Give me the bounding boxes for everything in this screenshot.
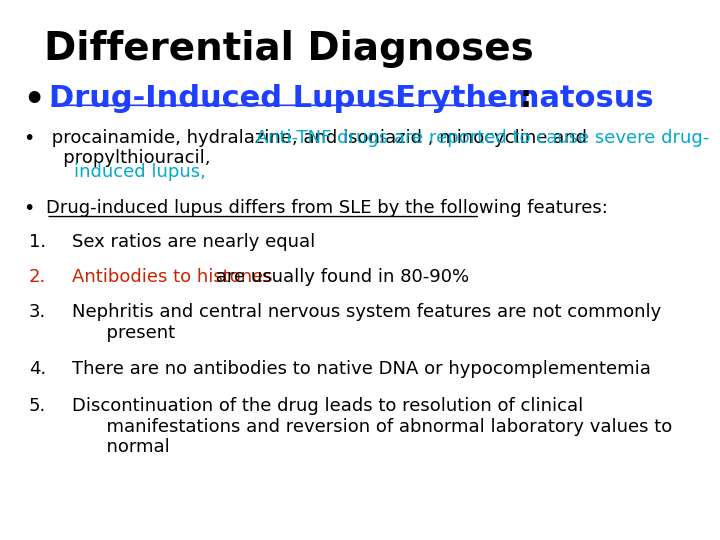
Text: •: • [23, 199, 35, 218]
Text: Anti-TNF drugs are reported to cause severe drug-: Anti-TNF drugs are reported to cause sev… [250, 129, 709, 146]
Text: 3.: 3. [29, 303, 46, 321]
Text: :: : [519, 84, 531, 113]
Text: induced lupus,: induced lupus, [74, 163, 206, 180]
Text: 1.: 1. [29, 233, 46, 251]
Text: Nephritis and central nervous system features are not commonly
      present: Nephritis and central nervous system fea… [72, 303, 662, 342]
Text: Discontinuation of the drug leads to resolution of clinical
      manifestations: Discontinuation of the drug leads to res… [72, 397, 672, 456]
Text: 5.: 5. [29, 397, 46, 415]
Text: There are no antibodies to native DNA or hypocomplementemia: There are no antibodies to native DNA or… [72, 360, 651, 378]
Text: Drug-induced lupus differs from SLE by the following features:: Drug-induced lupus differs from SLE by t… [46, 199, 608, 217]
Text: 4.: 4. [29, 360, 46, 378]
Text: procainamide, hydralazine, and isoniazid , minocycline and
   propylthiouracil,: procainamide, hydralazine, and isoniazid… [46, 129, 588, 167]
Text: are usually found in 80-90%: are usually found in 80-90% [210, 268, 469, 286]
Text: •: • [23, 129, 35, 147]
Text: Differential Diagnoses: Differential Diagnoses [44, 30, 534, 68]
Text: Antibodies to histones: Antibodies to histones [72, 268, 273, 286]
Text: 2.: 2. [29, 268, 46, 286]
Text: •: • [23, 84, 45, 117]
Text: Drug-Induced LupusErythematosus: Drug-Induced LupusErythematosus [49, 84, 654, 113]
Text: Sex ratios are nearly equal: Sex ratios are nearly equal [72, 233, 315, 251]
